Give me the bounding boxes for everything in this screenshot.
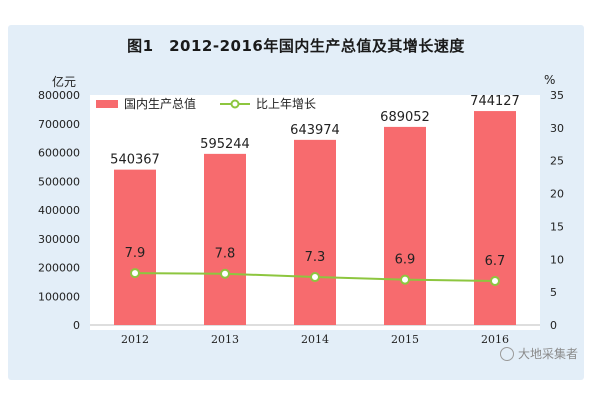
right-axis-tick-label: 25	[550, 155, 564, 168]
left-axis-unit: 亿元	[52, 75, 77, 89]
bar-value-label: 744127	[470, 94, 520, 109]
left-axis-tick-label: 0	[73, 319, 80, 332]
right-axis-tick-label: 20	[550, 188, 564, 201]
left-axis-tick-label: 600000	[38, 147, 80, 160]
chart-title: 图1 2012-2016年国内生产总值及其增长速度	[127, 36, 465, 55]
bar-value-label: 595244	[200, 137, 250, 152]
growth-value-label: 7.8	[215, 247, 236, 262]
bar	[114, 169, 156, 325]
bar-value-label: 540367	[110, 153, 160, 168]
x-axis-tick-label: 2016	[481, 333, 509, 346]
left-axis-tick-label: 500000	[38, 175, 80, 188]
x-axis-tick-label: 2015	[391, 333, 419, 346]
right-axis-unit: %	[544, 73, 556, 87]
legend-line-label: 比上年增长	[256, 97, 316, 111]
left-axis-tick-label: 700000	[38, 118, 80, 131]
watermark: 大地采集者	[499, 345, 578, 362]
legend-bar-swatch	[96, 100, 118, 108]
growth-point	[490, 275, 500, 286]
x-axis-tick-label: 2012	[121, 333, 149, 346]
left-axis-tick-label: 400000	[38, 204, 80, 217]
bar	[384, 126, 426, 325]
right-axis-tick-label: 30	[550, 122, 564, 135]
x-axis-tick-label: 2014	[301, 333, 329, 346]
right-axis-tick-label: 35	[550, 89, 564, 102]
left-axis-tick-label: 200000	[38, 262, 80, 275]
bar-value-label: 643974	[290, 123, 340, 138]
growth-point	[220, 268, 230, 279]
growth-point	[400, 274, 410, 285]
x-axis-tick-label: 2013	[211, 333, 239, 346]
bar-value-label: 689052	[380, 110, 430, 125]
growth-point	[130, 268, 140, 279]
bar	[474, 111, 516, 326]
watermark-text: 大地采集者	[517, 347, 578, 361]
right-axis-tick-label: 0	[550, 319, 557, 332]
wechat-icon	[499, 346, 514, 361]
bar	[204, 153, 246, 325]
growth-value-label: 7.3	[305, 250, 326, 265]
right-axis-tick-label: 10	[550, 253, 564, 266]
growth-value-label: 7.9	[125, 246, 146, 261]
legend-bar-label: 国内生产总值	[124, 96, 196, 111]
growth-value-label: 6.7	[485, 254, 506, 269]
growth-point	[310, 272, 320, 283]
growth-value-label: 6.9	[395, 253, 416, 268]
bar	[294, 139, 336, 325]
right-axis-tick-label: 15	[550, 220, 564, 233]
legend-line-marker	[230, 99, 240, 109]
title-bar: 图1 2012-2016年国内生产总值及其增长速度	[8, 25, 584, 65]
left-axis-tick-label: 100000	[38, 290, 80, 303]
right-axis-tick-label: 5	[550, 286, 557, 299]
left-axis-tick-label: 300000	[38, 233, 80, 246]
left-axis-tick-label: 800000	[38, 89, 80, 102]
